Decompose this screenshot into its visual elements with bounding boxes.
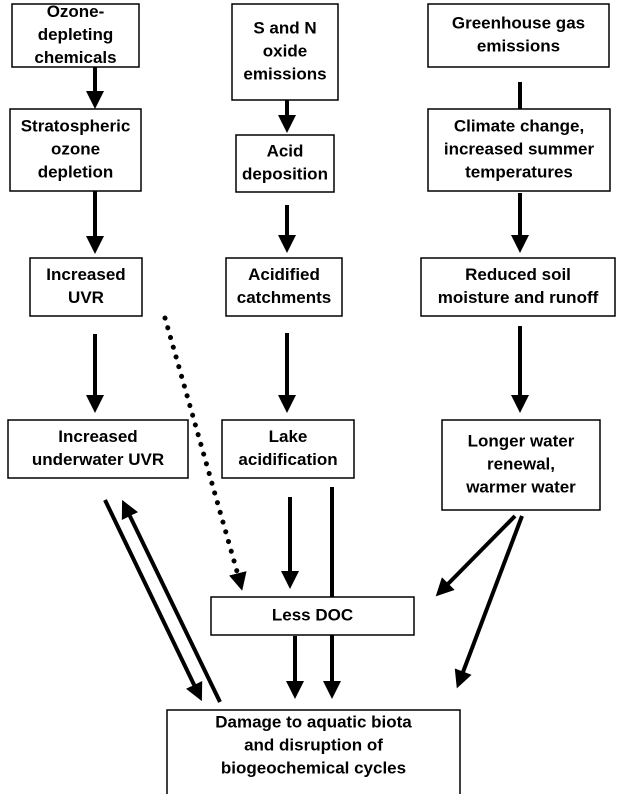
node-label: Ozone- <box>47 2 105 21</box>
node-label: acidification <box>238 450 337 469</box>
node-label: Acidified <box>248 265 320 284</box>
node-box <box>420 257 616 317</box>
node-label: moisture and runoff <box>438 288 599 307</box>
node-label: Stratospheric <box>21 116 131 135</box>
node-label: S and N <box>253 18 316 37</box>
node-label: depletion <box>38 162 114 181</box>
node-label: Climate change, <box>454 116 584 135</box>
arrow <box>103 499 203 702</box>
arrowhead-stub <box>229 571 247 591</box>
node-label: warmer water <box>465 477 576 496</box>
node-label: Acid <box>267 141 304 160</box>
node-box <box>231 3 339 101</box>
node-label: Increased <box>58 427 137 446</box>
node-label: oxide <box>263 41 307 60</box>
node-label: Less DOC <box>272 605 353 624</box>
node-box <box>235 134 335 193</box>
node-label: emissions <box>477 36 560 55</box>
node-box <box>427 3 610 68</box>
node-label: temperatures <box>465 162 573 181</box>
node-box <box>221 419 355 479</box>
node-label: catchments <box>237 288 331 307</box>
node-box <box>427 108 611 192</box>
node-label: Reduced soil <box>465 265 571 284</box>
node-label: increased summer <box>444 139 595 158</box>
node-label: underwater UVR <box>32 450 164 469</box>
node-label: Greenhouse gas <box>452 13 585 32</box>
dotted-arrow <box>162 315 241 578</box>
node-box <box>441 419 601 511</box>
arrow <box>454 515 524 689</box>
node-label: Longer water <box>468 431 575 450</box>
node-label: deposition <box>242 164 328 183</box>
node-label: ozone <box>51 139 100 158</box>
node-box <box>7 419 189 479</box>
node-label: biogeochemical cycles <box>221 758 406 777</box>
arrow <box>435 514 517 597</box>
node-box <box>210 596 415 636</box>
node-label: UVR <box>68 288 104 307</box>
node-label: Lake <box>269 427 308 446</box>
node-box <box>166 709 461 794</box>
arrow <box>121 499 222 703</box>
node-label: renewal, <box>487 454 555 473</box>
node-label: emissions <box>243 64 326 83</box>
arrows <box>86 67 529 703</box>
node-label: chemicals <box>34 48 116 67</box>
boxes: Ozone-depleting chemicals Stratospheric ozo… <box>7 2 616 794</box>
node-label: depleting <box>38 25 114 44</box>
node-label: and disruption of <box>244 735 383 754</box>
node-label: Increased <box>46 265 125 284</box>
node-box <box>225 257 343 317</box>
node-box <box>29 257 143 317</box>
node-box <box>11 3 140 68</box>
node-label: Damage to aquatic biota <box>215 712 412 731</box>
node-box <box>9 108 142 192</box>
